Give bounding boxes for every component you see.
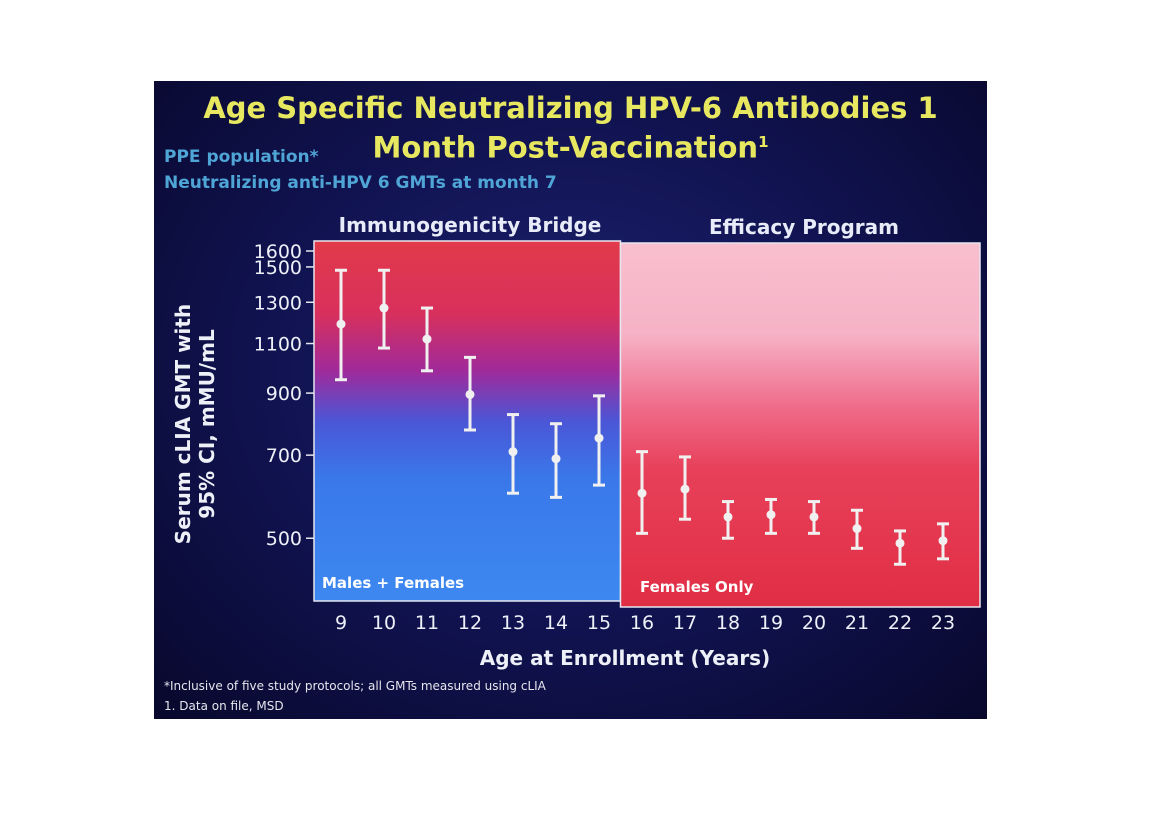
gmt-marker [895,538,905,548]
y-tick-label: 1300 [254,292,302,314]
y-tick-label: 900 [266,383,302,405]
group-label-males-females: Males + Females [322,574,464,592]
gmt-marker [766,510,776,520]
y-tick-label: 700 [266,445,302,467]
gmt-marker [680,484,690,494]
data-point-age-17 [679,455,691,521]
footnote-data-source: 1. Data on file, MSD [164,699,284,713]
x-tick-label: 17 [673,612,697,634]
y-tick-label: 1500 [254,257,302,279]
chart-title-line-2: Month Post-Vaccination1 [154,125,987,165]
x-tick-label: 18 [716,612,740,634]
data-point-age-16 [636,450,648,535]
data-point-age-14 [550,422,562,499]
x-tick-label: 12 [458,612,482,634]
data-point-age-23 [937,522,949,561]
gmt-marker [637,488,647,498]
x-tick-label: 23 [931,612,955,634]
gmt-marker [422,334,432,344]
data-point-age-12 [464,355,476,432]
gmt-marker [336,319,346,329]
y-tick-label: 1100 [254,334,302,356]
group-label-females-only: Females Only [640,578,754,596]
x-tick-label: 16 [630,612,654,634]
y-tick-label: 1600 [254,241,302,263]
x-tick-label: 14 [544,612,568,634]
x-tick-label: 9 [335,612,347,634]
panel-females-only [619,242,981,608]
gmt-marker [594,433,604,443]
section-label-efficacy-program: Efficacy Program [709,215,899,239]
slide: Age Specific Neutralizing HPV-6 Antibodi… [154,81,987,719]
x-tick-label: 10 [372,612,396,634]
data-point-age-22 [894,529,906,566]
y-axis-title-line-1: Serum cLIA GMT with [171,304,195,544]
data-point-age-10 [378,268,390,350]
gmt-marker [809,512,819,522]
y-tick-label: 500 [266,528,302,550]
panel-males-females [313,240,622,602]
x-tick-label: 19 [759,612,783,634]
x-axis-title: Age at Enrollment (Years) [480,646,770,670]
section-label-immunogenicity-bridge: Immunogenicity Bridge [338,213,602,237]
gmt-marker [508,447,518,457]
x-tick-label: 15 [587,612,611,634]
x-tick-label: 13 [501,612,525,634]
gmt-marker [723,512,733,522]
gmt-marker [852,524,862,534]
gmt-marker [551,454,561,464]
subtitle-population: PPE population* [164,147,319,167]
data-point-age-13 [507,413,519,495]
data-point-age-21 [851,508,863,550]
x-tick-label: 21 [845,612,869,634]
footnote-study-protocols: *Inclusive of five study protocols; all … [164,679,546,693]
chart-title-superscript: 1 [758,133,769,151]
data-point-age-9 [335,268,347,382]
data-point-age-20 [808,500,820,535]
x-tick-label: 22 [888,612,912,634]
gmt-marker [379,303,389,313]
data-point-age-19 [765,497,777,535]
subtitle-measure: Neutralizing anti-HPV 6 GMTs at month 7 [164,173,557,193]
gmt-marker [465,389,475,399]
y-axis-title-line-2: 95% CI, mMU/mL [195,329,219,519]
chart-title-text: Month Post-Vaccination [372,130,759,165]
x-tick-label: 11 [415,612,439,634]
gmt-marker [938,536,948,546]
chart-title-line-1: Age Specific Neutralizing HPV-6 Antibodi… [203,91,938,125]
data-point-age-11 [421,306,433,373]
x-tick-label: 20 [802,612,826,634]
data-point-age-15 [593,394,605,487]
data-point-age-18 [722,500,734,540]
